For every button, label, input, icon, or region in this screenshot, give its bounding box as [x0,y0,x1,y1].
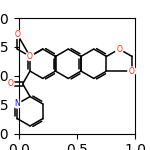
Circle shape [13,100,21,108]
Text: O: O [129,67,135,76]
Text: O: O [7,79,13,88]
Circle shape [128,67,136,75]
Text: O: O [116,45,122,54]
Circle shape [26,52,34,60]
Text: O: O [27,52,33,61]
Circle shape [115,45,123,53]
Text: N: N [14,99,20,108]
Text: O: O [14,30,20,39]
Circle shape [13,30,21,38]
Circle shape [6,80,14,88]
